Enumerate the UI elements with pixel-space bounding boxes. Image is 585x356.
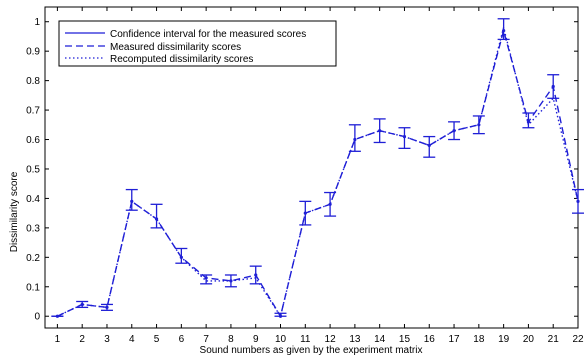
x-tick-label: 20 [523, 334, 535, 345]
y-tick-label: 1 [34, 17, 40, 28]
measured-point [130, 199, 134, 203]
y-tick-label: 0.8 [26, 76, 40, 87]
x-tick-label: 9 [253, 334, 259, 345]
y-tick-label: 0.1 [26, 282, 40, 293]
x-tick-label: 5 [154, 334, 160, 345]
series-recomputed-line [57, 27, 579, 318]
x-tick-label: 15 [399, 334, 411, 345]
y-axis-label: Dissimilarity score [9, 171, 20, 252]
measured-point [229, 279, 233, 283]
measured-point [328, 202, 332, 206]
y-tick-label: 0.2 [26, 253, 40, 264]
measured-point [353, 137, 357, 142]
measured-point [278, 314, 283, 318]
x-axis-label: Sound numbers as given by the experiment… [200, 345, 423, 356]
y-tick-label: 0.6 [26, 135, 40, 146]
ticks-layer: 00.10.20.30.40.50.60.70.80.911 2 3 4 5 6 7 8 9 10… [26, 7, 584, 345]
legend-label-recomputed: Recomputed dissimilarity scores [110, 54, 253, 65]
x-tick-label: 4 [129, 334, 135, 345]
x-tick-label: 7 [203, 334, 209, 345]
legend-box [58, 20, 337, 67]
x-tick-label: 3 [104, 334, 110, 345]
x-tick-label: 18 [473, 334, 485, 345]
series-layer [51, 18, 584, 319]
x-tick-label: 8 [228, 334, 234, 345]
measured-point [576, 199, 580, 203]
y-tick-label: 0 [34, 312, 40, 323]
x-tick-label: 13 [349, 334, 361, 345]
measured-point [427, 143, 431, 148]
measured-point [452, 129, 456, 133]
measured-point [526, 120, 531, 124]
measured-point [154, 217, 159, 221]
x-tick-label: 21 [548, 334, 560, 345]
measured-point [551, 84, 555, 89]
measured-point [55, 314, 59, 318]
measured-point [80, 302, 84, 307]
plot-frame [44, 6, 579, 329]
x-tick-label: 17 [448, 334, 460, 345]
x-tick-label: 14 [374, 334, 386, 345]
series-measured-line [57, 27, 579, 319]
x-tick-label: 6 [179, 334, 185, 345]
legend: Confidence interval for the measured sco… [58, 20, 337, 67]
measured-point [502, 28, 506, 33]
x-tick-label: 16 [424, 334, 436, 345]
measured-point [303, 211, 307, 215]
x-tick-label: 2 [79, 334, 85, 345]
y-tick-label: 0.5 [26, 164, 40, 175]
measured-point [254, 273, 258, 277]
measured-point [477, 123, 481, 127]
measured-point [204, 276, 208, 280]
x-tick-label: 19 [498, 334, 510, 345]
x-tick-label: 10 [275, 334, 287, 345]
measured-point [402, 134, 407, 139]
y-tick-label: 0.4 [26, 194, 40, 205]
y-tick-label: 0.9 [26, 47, 40, 58]
y-tick-label: 0.3 [26, 223, 40, 234]
x-tick-label: 12 [325, 334, 337, 345]
legend-label-measured: Measured dissimilarity scores [110, 42, 241, 53]
legend-label-confidence: Confidence interval for the measured sco… [110, 29, 306, 40]
x-tick-label: 11 [300, 334, 311, 345]
x-tick-label: 22 [572, 334, 584, 345]
measured-point [378, 129, 382, 133]
measured-point [179, 255, 183, 259]
x-tick-label: 1 [55, 334, 61, 345]
y-tick-label: 0.7 [26, 106, 40, 117]
measured-point [105, 305, 109, 309]
